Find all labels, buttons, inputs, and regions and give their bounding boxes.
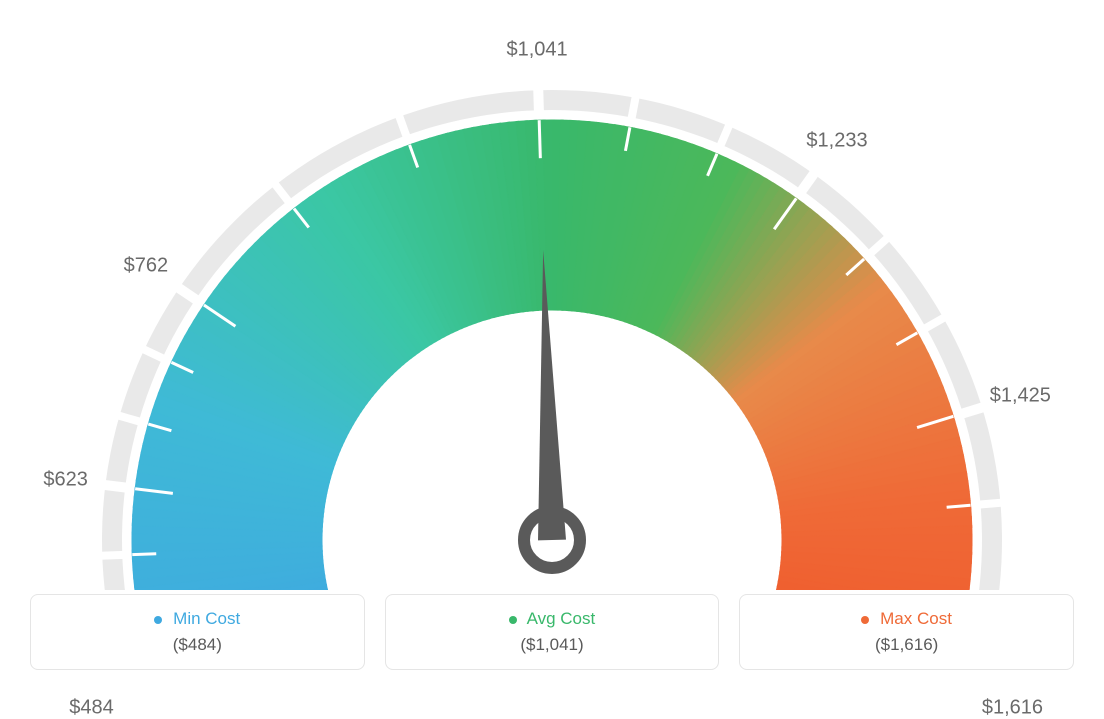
gauge-area: $484$623$762$1,041$1,233$1,425$1,616 [0, 0, 1104, 590]
cost-gauge-container: $484$623$762$1,041$1,233$1,425$1,616 Min… [0, 0, 1104, 690]
legend-min-value: ($484) [41, 635, 354, 655]
legend-dot-max [861, 616, 869, 624]
legend-dot-avg [509, 616, 517, 624]
legend-max-label: Max Cost [880, 609, 952, 628]
gauge-tick-label: $1,041 [506, 39, 567, 62]
legend-card-min: Min Cost ($484) [30, 594, 365, 670]
gauge-tick-label: $1,616 [982, 696, 1043, 719]
legend-min-label: Min Cost [173, 609, 240, 628]
legend-card-avg: Avg Cost ($1,041) [385, 594, 720, 670]
gauge-tick-label: $484 [69, 696, 114, 719]
gauge-tick-label: $1,233 [806, 130, 867, 153]
legend-dot-min [154, 616, 162, 624]
legend-avg-value: ($1,041) [396, 635, 709, 655]
legend-avg-label-row: Avg Cost [396, 609, 709, 629]
gauge-tick-label: $762 [124, 254, 169, 277]
legend-card-max: Max Cost ($1,616) [739, 594, 1074, 670]
legend-max-value: ($1,616) [750, 635, 1063, 655]
gauge-tick-label: $623 [43, 469, 88, 492]
gauge-tick-label: $1,425 [990, 384, 1051, 407]
legend-min-label-row: Min Cost [41, 609, 354, 629]
legend-avg-label: Avg Cost [527, 609, 596, 628]
legend-row: Min Cost ($484) Avg Cost ($1,041) Max Co… [30, 594, 1074, 670]
gauge-svg [0, 0, 1104, 590]
legend-max-label-row: Max Cost [750, 609, 1063, 629]
